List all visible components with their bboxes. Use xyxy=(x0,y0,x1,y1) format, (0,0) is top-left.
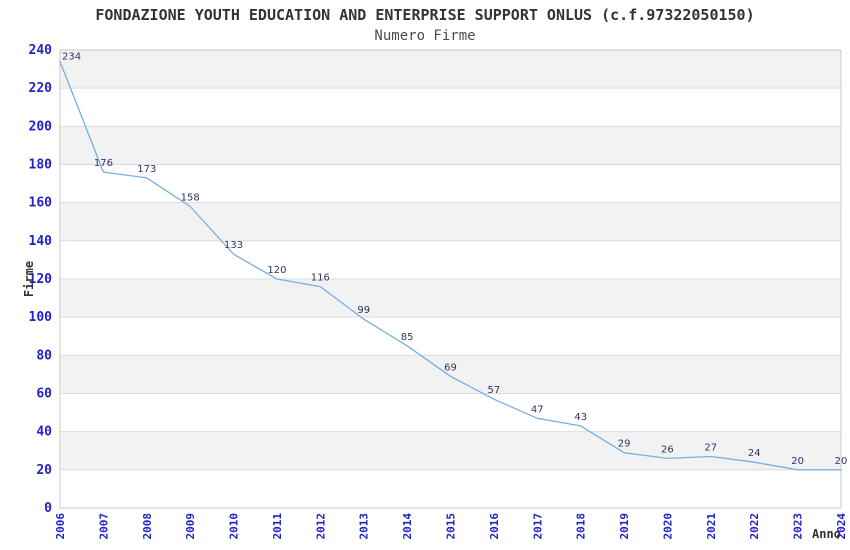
x-tick-label: 2008 xyxy=(141,513,154,540)
data-point-label: 116 xyxy=(311,273,330,284)
data-point-label: 176 xyxy=(94,158,113,169)
x-tick-label: 2015 xyxy=(445,513,458,540)
x-tick-label: 2010 xyxy=(228,513,241,540)
y-tick-label: 220 xyxy=(29,81,53,96)
plot-band xyxy=(60,126,841,165)
data-point-label: 85 xyxy=(401,332,414,343)
data-point-label: 234 xyxy=(62,52,81,63)
x-tick-label: 2023 xyxy=(792,513,805,540)
y-tick-label: 160 xyxy=(29,196,53,211)
data-point-label: 120 xyxy=(267,265,286,276)
y-tick-label: 20 xyxy=(36,463,52,478)
data-point-label: 29 xyxy=(618,439,631,450)
x-tick-label: 2014 xyxy=(401,513,414,540)
plot-band xyxy=(60,279,841,318)
plot-band xyxy=(60,355,841,394)
y-tick-label: 0 xyxy=(44,501,52,516)
y-tick-label: 40 xyxy=(36,425,52,440)
y-tick-label: 80 xyxy=(36,348,52,363)
data-point-label: 20 xyxy=(791,456,804,467)
plot-frame xyxy=(59,49,842,509)
x-tick-label: 2013 xyxy=(358,513,371,540)
plot-band xyxy=(60,50,841,89)
data-line xyxy=(59,60,842,471)
x-tick-label: 2009 xyxy=(184,513,197,540)
data-point-label: 173 xyxy=(137,164,156,175)
y-tick-label: 100 xyxy=(29,310,53,325)
data-point-label: 133 xyxy=(224,240,243,251)
y-tick-label: 180 xyxy=(29,158,53,173)
y-axis-title: Firme xyxy=(22,260,36,298)
x-tick-label: 2022 xyxy=(748,513,761,540)
x-tick-label: 2006 xyxy=(54,513,67,540)
plot-band xyxy=(60,202,841,241)
y-tick-label: 60 xyxy=(36,387,52,402)
y-tick-label: 140 xyxy=(29,234,53,249)
x-tick-label: 2011 xyxy=(271,513,284,540)
x-axis-title: Anno xyxy=(812,527,841,541)
data-point-label: 27 xyxy=(704,443,717,454)
x-tick-label: 2024 xyxy=(835,513,848,540)
y-tick-label: 240 xyxy=(29,43,53,58)
y-tick-label: 120 xyxy=(29,272,53,287)
data-point-label: 99 xyxy=(357,305,370,316)
chart-subtitle: Numero Firme xyxy=(374,28,476,44)
x-tick-label: 2021 xyxy=(705,513,718,540)
plot-band xyxy=(60,431,841,470)
data-point-label: 43 xyxy=(574,412,587,423)
x-tick-label: 2020 xyxy=(661,513,674,540)
x-tick-label: 2018 xyxy=(575,513,588,540)
data-point-label: 47 xyxy=(531,404,544,415)
data-point-label: 57 xyxy=(488,385,501,396)
y-tick-label: 200 xyxy=(29,119,53,134)
data-point-label: 24 xyxy=(748,448,761,459)
x-tick-label: 2016 xyxy=(488,513,501,540)
data-point-label: 20 xyxy=(835,456,848,467)
data-point-label: 69 xyxy=(444,362,457,373)
data-point-label: 26 xyxy=(661,444,674,455)
x-tick-label: 2012 xyxy=(314,513,327,540)
x-tick-label: 2017 xyxy=(531,513,544,540)
data-point-label: 158 xyxy=(181,193,200,204)
chart-title: FONDAZIONE YOUTH EDUCATION AND ENTERPRIS… xyxy=(95,6,755,24)
x-tick-label: 2007 xyxy=(97,513,110,540)
x-tick-label: 2019 xyxy=(618,513,631,540)
